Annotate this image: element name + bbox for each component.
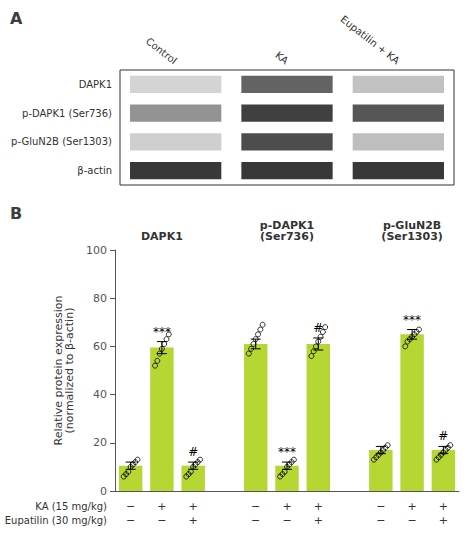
svg-text:−: −: [126, 514, 135, 527]
svg-text:DAPK1: DAPK1: [141, 230, 183, 243]
svg-text:−: −: [376, 514, 385, 527]
svg-text:−: −: [251, 514, 260, 527]
svg-text:+: +: [439, 514, 448, 527]
svg-text:#: #: [438, 429, 448, 443]
svg-text:β-actin: β-actin: [77, 165, 112, 176]
svg-text:80: 80: [93, 292, 107, 305]
svg-text:+: +: [157, 500, 166, 513]
svg-text:(Ser736): (Ser736): [260, 230, 314, 243]
svg-text:+: +: [282, 500, 291, 513]
svg-text:+: +: [189, 500, 198, 513]
svg-text:−: −: [157, 514, 166, 527]
svg-text:Control: Control: [144, 35, 179, 66]
svg-text:#: #: [313, 321, 323, 335]
svg-text:***: ***: [153, 325, 171, 339]
svg-text:KA (15 mg/kg): KA (15 mg/kg): [35, 501, 107, 512]
svg-text:−: −: [282, 514, 291, 527]
svg-text:Relative protein expression: Relative protein expression: [52, 295, 66, 446]
svg-text:−: −: [251, 500, 260, 513]
svg-text:+: +: [189, 514, 198, 527]
svg-text:−: −: [407, 514, 416, 527]
svg-text:20: 20: [93, 436, 107, 449]
svg-text:−: −: [376, 500, 385, 513]
svg-text:+: +: [314, 500, 323, 513]
svg-text:#: #: [188, 445, 198, 459]
svg-text:40: 40: [93, 388, 107, 401]
svg-text:p-DAPK1 (Ser736): p-DAPK1 (Ser736): [22, 108, 112, 119]
svg-text:p-DAPK1: p-DAPK1: [259, 219, 315, 232]
svg-text:0: 0: [100, 485, 107, 498]
svg-text:A: A: [10, 9, 23, 28]
svg-text:100: 100: [86, 244, 107, 257]
svg-text:p-GluN2B (Ser1303): p-GluN2B (Ser1303): [11, 136, 112, 147]
svg-text:(Ser1303): (Ser1303): [381, 230, 442, 243]
svg-text:Eupatilin + KA: Eupatilin + KA: [338, 14, 401, 67]
svg-text:***: ***: [403, 313, 421, 327]
svg-text:+: +: [407, 500, 416, 513]
svg-text:KA: KA: [273, 50, 290, 67]
svg-text:(normalized to β-actin): (normalized to β-actin): [63, 308, 76, 434]
svg-text:B: B: [10, 204, 22, 223]
svg-text:+: +: [314, 514, 323, 527]
svg-text:DAPK1: DAPK1: [79, 79, 112, 90]
svg-text:Eupatilin (30 mg/kg): Eupatilin (30 mg/kg): [5, 515, 107, 526]
svg-text:−: −: [126, 500, 135, 513]
svg-text:p-GluN2B: p-GluN2B: [382, 219, 442, 232]
svg-text:60: 60: [93, 340, 107, 353]
svg-text:+: +: [439, 500, 448, 513]
